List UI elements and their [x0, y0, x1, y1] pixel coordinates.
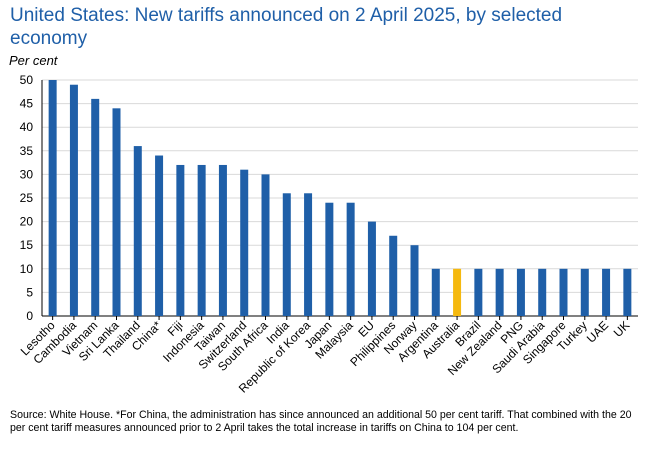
bar: [282, 193, 291, 316]
bar: [176, 164, 185, 316]
y-tick-label: 50: [20, 73, 34, 87]
bar: [240, 169, 249, 316]
y-tick-label: 40: [20, 120, 34, 134]
y-tick-label: 25: [20, 191, 34, 205]
bar: [559, 268, 568, 316]
y-tick-label: 15: [20, 238, 34, 252]
y-tick-label: 5: [26, 285, 33, 299]
bar: [346, 202, 355, 316]
y-tick-label: 35: [20, 144, 34, 158]
y-tick-label: 20: [20, 215, 34, 229]
bar: [133, 146, 142, 316]
bar: [112, 108, 121, 316]
bar: [431, 268, 440, 316]
bar: [197, 164, 206, 316]
bar: [538, 268, 547, 316]
bar: [410, 245, 419, 316]
bar: [580, 268, 589, 316]
y-tick-label: 45: [20, 97, 34, 111]
bar: [453, 268, 462, 316]
x-tick-label: UAE: [584, 318, 611, 345]
bar: [48, 80, 57, 316]
bar: [367, 221, 376, 316]
bar: [69, 84, 78, 316]
bar-chart: 05101520253035404550LesothoCambodiaVietn…: [18, 73, 638, 396]
bar: [495, 268, 504, 316]
bar: [325, 202, 334, 316]
bar: [91, 98, 100, 316]
chart-title: United States: New tariffs announced on …: [10, 5, 563, 49]
x-tick-label: UK: [611, 318, 633, 340]
bar: [516, 268, 525, 316]
bar: [389, 235, 398, 316]
bar: [474, 268, 483, 316]
bar: [304, 193, 313, 316]
bar: [602, 268, 611, 316]
bar: [623, 268, 632, 316]
y-tick-label: 30: [20, 167, 34, 181]
bar: [218, 164, 227, 316]
bar: [155, 155, 164, 316]
y-axis-unit-label: Per cent: [9, 53, 58, 68]
y-tick-label: 0: [26, 309, 33, 323]
bar: [261, 174, 270, 316]
source-note: Source: White House. *For China, the adm…: [10, 409, 632, 435]
y-tick-label: 10: [20, 262, 34, 276]
